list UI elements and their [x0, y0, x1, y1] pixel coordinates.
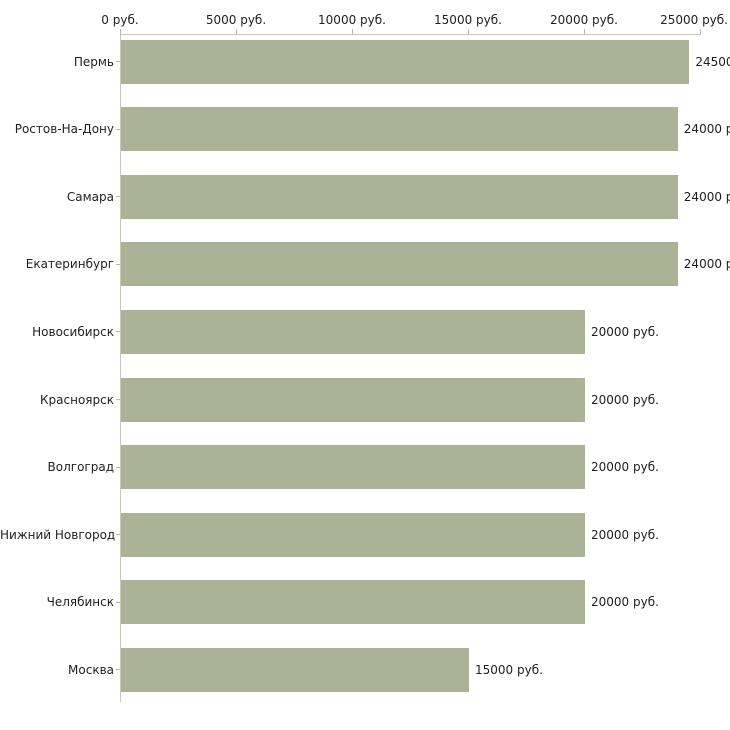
x-axis-tick-label: 20000 руб.	[550, 13, 618, 27]
category-label: Самара	[66, 189, 114, 204]
value-label: 24000 руб.	[683, 257, 730, 272]
category-label: Волгоград	[47, 460, 114, 475]
y-axis-tick-mark	[116, 534, 120, 536]
bar	[121, 647, 469, 692]
bar	[121, 242, 678, 287]
y-axis-tick-mark	[116, 601, 120, 603]
bar-row: Москва 15000 руб.	[0, 636, 730, 704]
x-axis-tick-label: 5000 руб.	[205, 13, 267, 27]
y-axis-tick-mark	[116, 399, 120, 400]
y-axis-tick-mark	[116, 669, 120, 671]
category-label: Екатеринбург	[25, 257, 114, 272]
x-axis-tick-mark	[352, 29, 353, 34]
bar-row: Ростов-На-Дону 24000 руб.	[0, 95, 730, 163]
y-axis-tick-mark	[116, 128, 120, 130]
bar	[121, 377, 585, 422]
bar-row: Нижний Новгород 20000 руб.	[0, 501, 730, 569]
bar	[121, 39, 690, 84]
category-label: Новосибирск	[32, 324, 114, 339]
y-axis-tick-mark	[116, 61, 120, 62]
x-axis-tick-label: 10000 руб.	[318, 13, 386, 27]
value-label: 20000 руб.	[591, 595, 659, 610]
y-axis-tick-mark	[116, 263, 120, 265]
category-label: Ростов-На-Дону	[14, 122, 114, 137]
bar	[121, 107, 678, 152]
value-label: 20000 руб.	[591, 460, 659, 475]
value-label: 24000 руб.	[683, 122, 730, 137]
bar	[121, 580, 585, 625]
value-label: 24500 руб.	[695, 54, 730, 69]
value-label: 20000 руб.	[591, 392, 659, 407]
bar-row: Волгоград 20000 руб.	[0, 433, 730, 501]
category-label: Москва	[68, 662, 114, 677]
category-label: Красноярск	[40, 392, 114, 407]
category-label: Пермь	[73, 54, 114, 69]
bar	[121, 174, 678, 219]
x-axis-tick-label: 15000 руб.	[434, 13, 502, 27]
value-label: 24000 руб.	[683, 189, 730, 204]
x-axis-tick-mark	[120, 29, 121, 34]
x-axis-tick-mark	[236, 29, 237, 34]
x-axis-tick-label: 25000 руб.	[660, 13, 728, 27]
y-axis-tick-mark	[116, 196, 120, 198]
value-label: 20000 руб.	[591, 324, 659, 339]
bar-row: Новосибирск 20000 руб.	[0, 298, 730, 366]
category-label: Нижний Новгород	[0, 527, 116, 542]
x-axis-tick-label: 0 руб.	[101, 13, 139, 27]
x-axis-tick-mark	[700, 29, 701, 34]
bar-row: Екатеринбург 24000 руб.	[0, 230, 730, 298]
x-axis-line	[120, 34, 701, 35]
bar	[121, 445, 585, 490]
value-label: 20000 руб.	[591, 527, 659, 542]
bar	[121, 309, 585, 354]
bar-row: Челябинск 20000 руб.	[0, 568, 730, 636]
bar-row: Красноярск 20000 руб.	[0, 366, 730, 434]
y-axis-tick-mark	[116, 466, 120, 468]
x-axis-tick-mark	[584, 29, 585, 34]
y-axis-tick-mark	[116, 331, 120, 333]
x-axis-tick-mark	[468, 29, 469, 34]
bar-row: Пермь 24500 руб.	[0, 28, 730, 96]
value-label: 15000 руб.	[475, 662, 543, 677]
bar	[121, 512, 585, 557]
category-label: Челябинск	[46, 595, 114, 610]
bar-row: Самара 24000 руб.	[0, 163, 730, 231]
y-axis-line	[120, 34, 121, 702]
